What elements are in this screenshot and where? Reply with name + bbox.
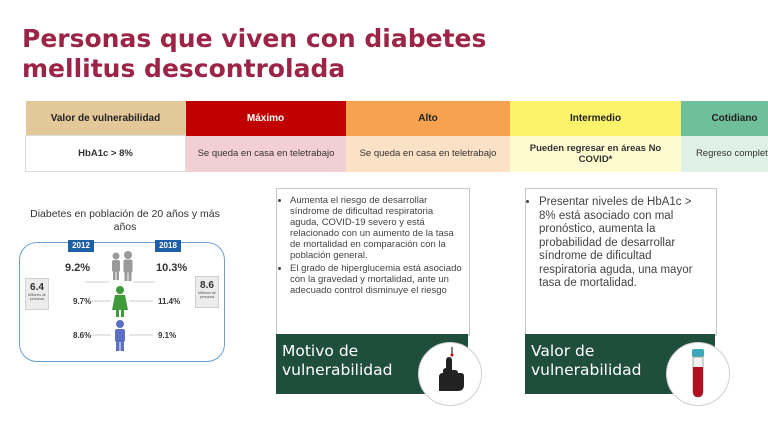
finger-prick-icon <box>418 342 482 406</box>
table-header-row: Valor de vulnerabilidad Máximo Alto Inte… <box>25 101 768 136</box>
blood-tube-icon <box>666 342 730 406</box>
right-total-value: 8.6 <box>200 280 214 291</box>
value-card: Presentar niveles de HbA1c > 8% está aso… <box>525 188 717 336</box>
right-total-box: 8.6 Millones de personas <box>195 276 219 308</box>
infographic-frame <box>19 242 225 362</box>
infographic-title: Diabetes en población de 20 años y más a… <box>30 208 220 233</box>
header-valor: Valor de vulnerabilidad <box>25 101 186 136</box>
pct-2012-women: 9.7% <box>73 297 92 306</box>
diabetes-infographic: Diabetes en población de 20 años y más a… <box>15 200 245 365</box>
header-intermedio: Intermedio <box>510 101 681 136</box>
vulnerability-table: Valor de vulnerabilidad Máximo Alto Inte… <box>25 101 768 172</box>
year-2018-badge: 2018 <box>155 240 181 252</box>
pct-2018-total: 10.3% <box>156 262 188 274</box>
motive-bullet-2: El grado de hiperglucemia está asociado … <box>290 263 464 296</box>
right-total-label: Millones de personas <box>198 291 216 299</box>
cell-cotidiano: Regreso completo <box>681 135 768 172</box>
female-icon <box>112 286 128 317</box>
finger-prick-icon-graphic <box>439 347 464 391</box>
slide-title: Personas que viven con diabetes mellitus… <box>22 24 486 84</box>
header-maximo: Máximo <box>185 101 346 136</box>
left-total-box: 6.4 Millones de personas <box>25 278 49 310</box>
pct-2018-men: 9.1% <box>158 331 177 340</box>
value-bullet-1: Presentar niveles de HbA1c > 8% está aso… <box>539 196 710 291</box>
header-cotidiano: Cotidiano <box>681 101 768 136</box>
title-line-2: mellitus descontrolada <box>22 54 346 83</box>
motive-card: Aumenta el riesgo de desarrollar síndrom… <box>276 188 470 336</box>
header-alto: Alto <box>346 101 510 136</box>
year-2012-badge: 2012 <box>68 240 94 252</box>
blood-tube-icon-graphic <box>692 349 704 398</box>
pct-2012-total: 9.2% <box>65 262 91 274</box>
male-icon <box>115 320 125 351</box>
table-row: HbA1c > 8% Se queda en casa en teletraba… <box>25 135 768 172</box>
cell-maximo: Se queda en casa en teletrabajo <box>185 135 346 172</box>
left-total-value: 6.4 <box>30 282 44 293</box>
cell-intermedio: Pueden regresar en áreas No COVID* <box>510 135 681 172</box>
pct-2018-women: 11.4% <box>158 297 181 306</box>
cell-hba1c: HbA1c > 8% <box>25 135 186 172</box>
left-total-label: Millones de personas <box>28 293 46 301</box>
family-icon <box>112 251 133 281</box>
cell-alto: Se queda en casa en teletrabajo <box>346 135 510 172</box>
people-figures <box>85 251 155 351</box>
title-line-1: Personas que viven con diabetes <box>22 24 487 53</box>
pct-2012-men: 8.6% <box>73 331 92 340</box>
motive-bullets: Aumenta el riesgo de desarrollar síndrom… <box>277 195 469 296</box>
motive-bullet-1: Aumenta el riesgo de desarrollar síndrom… <box>290 195 464 261</box>
value-bullets: Presentar niveles de HbA1c > 8% está aso… <box>526 196 716 291</box>
